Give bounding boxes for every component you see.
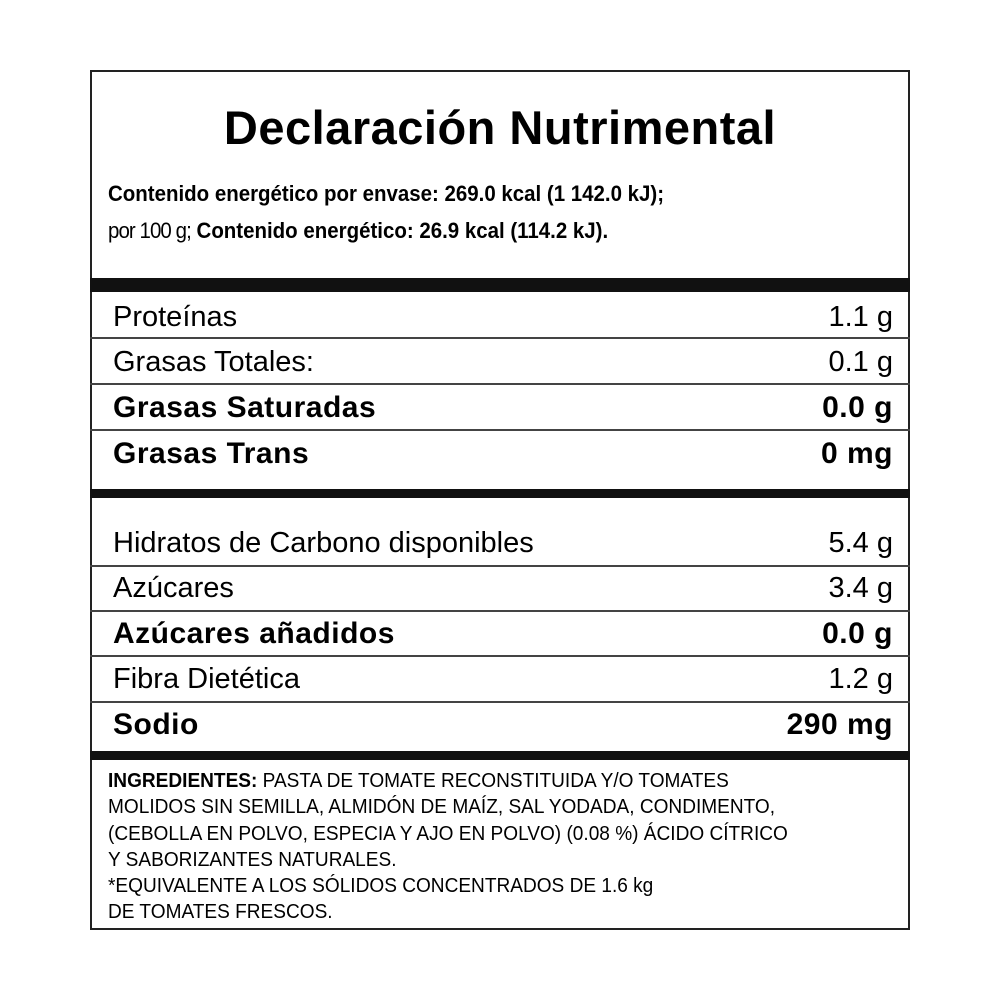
ingredients-text: Y SABORIZANTES NATURALES. (108, 847, 397, 871)
nutrient-value: 3.4 g (828, 572, 894, 604)
equivalence-note: *EQUIVALENTE A LOS SÓLIDOS CONCENTRADOS … (108, 874, 654, 898)
nutrient-value: 1.2 g (828, 663, 894, 695)
nutrient-label: Grasas Totales: (113, 346, 314, 378)
energy-per-100g-value: Contenido energético: 26.9 kcal (114.2 k… (196, 218, 609, 243)
nutrient-value: 290 mg (786, 708, 893, 741)
nutrient-value: 1.1 g (828, 300, 894, 333)
nutrient-value: 0.0 g (822, 391, 893, 424)
nutrient-value: 0.0 g (822, 617, 893, 650)
row-divider (90, 429, 910, 431)
nutrient-row: Hidratos de Carbono disponibles 5.4 g (113, 520, 893, 566)
row-divider (90, 701, 910, 703)
nutrient-label: Azúcares (113, 572, 234, 604)
nutrient-value: 0.1 g (828, 346, 894, 378)
nutrient-label: Proteínas (113, 300, 238, 333)
nutrient-label: Sodio (113, 708, 199, 741)
nutrient-row: Grasas Totales: 0.1 g (113, 340, 893, 386)
nutrient-row: Azúcares 3.4 g (113, 566, 893, 612)
divider-thick (90, 278, 910, 292)
row-divider (90, 383, 910, 385)
label-title: Declaración Nutrimental (223, 101, 777, 154)
energy-per-package: Contenido energético por envase: 269.0 k… (108, 181, 665, 206)
nutrient-row: Azúcares añadidos 0.0 g (113, 611, 893, 657)
row-divider (90, 610, 910, 612)
nutrient-label: Fibra Dietética (113, 663, 300, 695)
nutrient-row: Fibra Dietética 1.2 g (113, 657, 893, 703)
ingredients-block: INGREDIENTES: PASTA DE TOMATE RECONSTITU… (108, 768, 788, 926)
row-divider (90, 565, 910, 567)
nutrient-row: Proteínas 1.1 g (113, 294, 893, 340)
divider-thick (90, 489, 910, 498)
nutrient-label: Grasas Saturadas (113, 391, 377, 424)
nutrient-label: Hidratos de Carbono disponibles (113, 526, 534, 559)
row-divider (90, 655, 910, 657)
ingredients-text: MOLIDOS SIN SEMILLA, ALMIDÓN DE MAÍZ, SA… (108, 795, 776, 819)
ingredients-heading: INGREDIENTES: (108, 769, 258, 792)
divider-thick (90, 751, 910, 760)
nutrient-row: Grasas Saturadas 0.0 g (113, 385, 893, 431)
ingredients-text: PASTA DE TOMATE RECONSTITUIDA Y/O TOMATE… (257, 769, 729, 792)
nutrient-label: Azúcares añadidos (113, 617, 395, 650)
equivalence-note: DE TOMATES FRESCOS. (108, 900, 333, 924)
nutrient-value: 0 mg (820, 436, 893, 470)
nutrient-label: Grasas Trans (113, 436, 310, 470)
nutrition-label-frame (90, 70, 910, 930)
nutrient-row: Sodio 290 mg (113, 702, 893, 748)
nutrient-row: Grasas Trans 0 mg (113, 431, 893, 477)
energy-per-100g: por 100 g; Contenido energético: 26.9 kc… (108, 218, 608, 244)
row-divider (90, 337, 910, 339)
ingredients-text: (CEBOLLA EN POLVO, ESPECIA Y AJO EN POLV… (108, 821, 788, 845)
nutrient-value: 5.4 g (828, 526, 894, 559)
per-100g-prefix: por 100 g; (108, 218, 192, 243)
